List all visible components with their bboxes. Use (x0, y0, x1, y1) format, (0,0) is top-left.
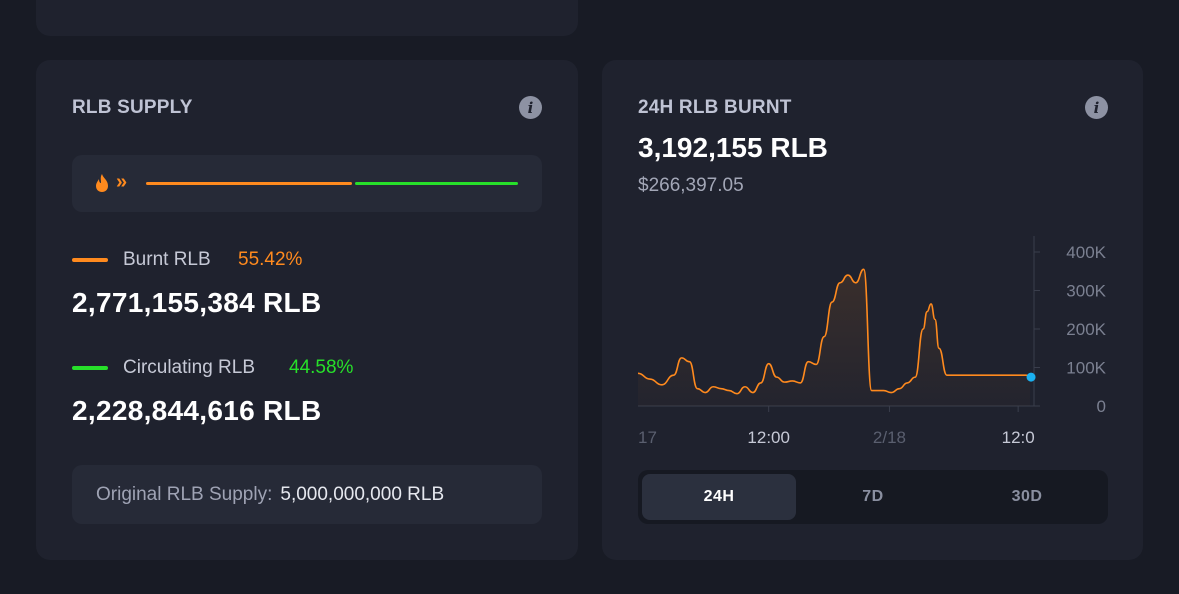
rlb-supply-card: RLB SUPPLY i » Burnt RLB 55.42% 2,771,15… (36, 60, 578, 560)
circulating-bar-segment (355, 182, 518, 185)
x-tick-label: 17 (638, 428, 657, 447)
burn-chart[interactable]: 400K 300K 200K 100K 0 17 12:00 2/18 12:0 (602, 60, 1143, 460)
timeframe-tabs: 24H 7D 30D (638, 470, 1108, 524)
circulating-legend-line (72, 366, 108, 370)
y-tick-label: 400K (1066, 243, 1106, 262)
tab-7d[interactable]: 7D (862, 488, 884, 505)
rlb-burnt-card: 24H RLB BURNT i 3,192,155 RLB $266,397.0… (602, 60, 1143, 560)
info-icon[interactable]: i (1085, 96, 1108, 119)
burnt-percent: 55.42% (238, 249, 303, 270)
double-chevron-right-icon: » (116, 171, 128, 193)
circulating-percent: 44.58% (289, 357, 354, 378)
y-tick-labels: 400K 300K 200K 100K 0 (1034, 243, 1107, 416)
circulating-amount: 2,228,844,616 RLB (72, 395, 322, 426)
burnt-24h-amount: 3,192,155 RLB (638, 132, 828, 163)
burnt-bar-segment (146, 182, 353, 185)
previous-card (36, 0, 578, 36)
info-icon[interactable]: i (519, 96, 542, 119)
x-tick-label: 12:0 (1002, 428, 1035, 447)
chart-area-fill (638, 269, 1031, 406)
supply-progress-bar: » (72, 155, 542, 212)
circulating-label: Circulating RLB (123, 357, 255, 378)
burnt-card-title: 24H RLB BURNT (638, 97, 792, 118)
y-tick-label: 300K (1066, 282, 1106, 301)
burnt-24h-usd: $266,397.05 (638, 175, 744, 196)
chart-current-point (1026, 372, 1036, 382)
x-tick-labels: 17 12:00 2/18 12:0 (638, 406, 1035, 447)
burnt-legend-line (72, 258, 108, 262)
y-tick-label: 200K (1066, 320, 1106, 339)
tab-24h[interactable]: 24H (642, 474, 796, 520)
y-tick-label: 0 (1097, 397, 1106, 416)
fire-icon (96, 174, 108, 192)
tab-30d[interactable]: 30D (1011, 488, 1043, 505)
original-supply-label: Original RLB Supply: (96, 483, 273, 505)
y-tick-label: 100K (1066, 359, 1106, 378)
original-supply-box: Original RLB Supply: 5,000,000,000 RLB (72, 465, 542, 524)
x-tick-label: 2/18 (873, 428, 906, 447)
supply-card-title: RLB SUPPLY (72, 97, 193, 118)
x-tick-label: 12:00 (747, 428, 790, 447)
chart-series-line (637, 268, 1031, 395)
burnt-amount: 2,771,155,384 RLB (72, 287, 322, 318)
burnt-label: Burnt RLB (123, 249, 211, 270)
original-supply-value: 5,000,000,000 RLB (280, 483, 445, 505)
